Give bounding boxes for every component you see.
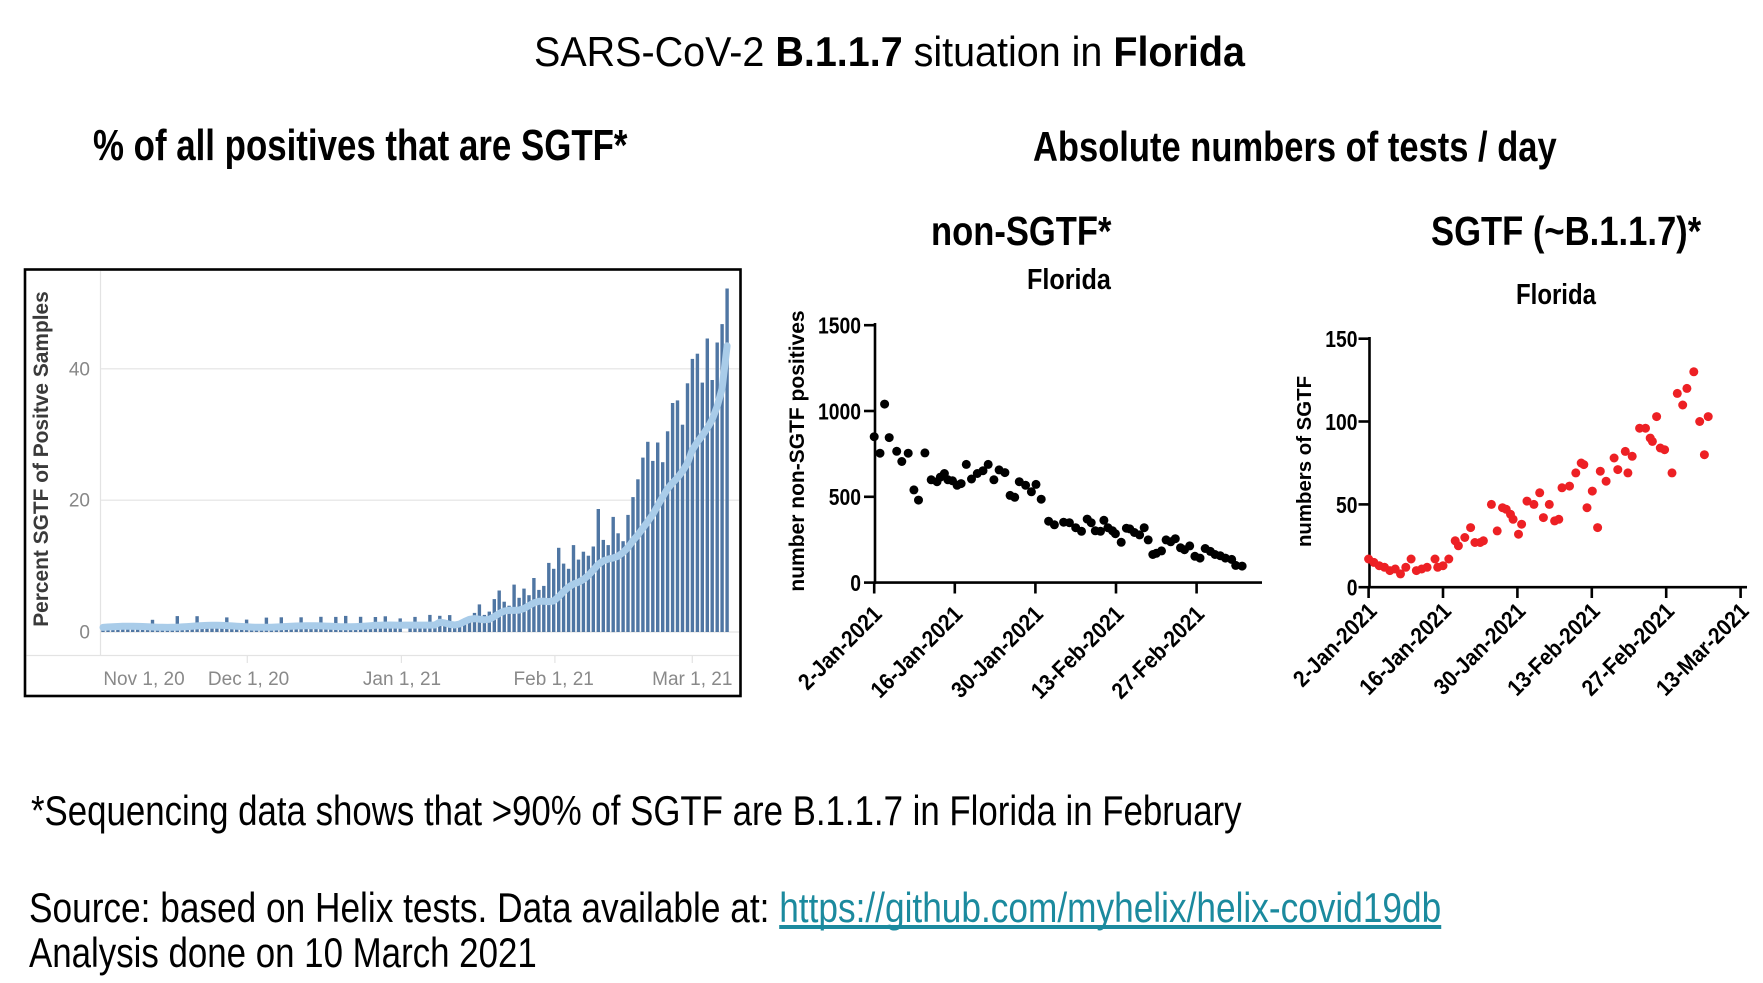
svg-text:1000: 1000 (818, 400, 861, 425)
svg-text:Dec 1, 20: Dec 1, 20 (208, 669, 289, 690)
svg-text:Nov 1, 20: Nov 1, 20 (103, 669, 184, 690)
svg-text:500: 500 (829, 486, 861, 511)
svg-text:100: 100 (1325, 410, 1357, 435)
svg-text:40: 40 (69, 359, 90, 380)
svg-text:Mar 1, 21: Mar 1, 21 (652, 669, 732, 690)
svg-text:0: 0 (850, 572, 861, 597)
svg-text:0: 0 (1347, 576, 1358, 601)
svg-text:0: 0 (79, 623, 90, 644)
svg-text:150: 150 (1325, 328, 1357, 353)
svg-text:50: 50 (1336, 493, 1357, 518)
svg-text:numbers of SGTF: numbers of SGTF (1294, 376, 1316, 547)
svg-text:20: 20 (69, 491, 90, 512)
svg-text:Percent SGTF of Positve Sample: Percent SGTF of Positve Samples (30, 291, 53, 627)
svg-text:number non-SGTF positives: number non-SGTF positives (786, 310, 809, 591)
svg-text:1500: 1500 (818, 314, 861, 339)
svg-text:Jan 1, 21: Jan 1, 21 (363, 669, 441, 690)
svg-text:Feb 1, 21: Feb 1, 21 (514, 669, 594, 690)
